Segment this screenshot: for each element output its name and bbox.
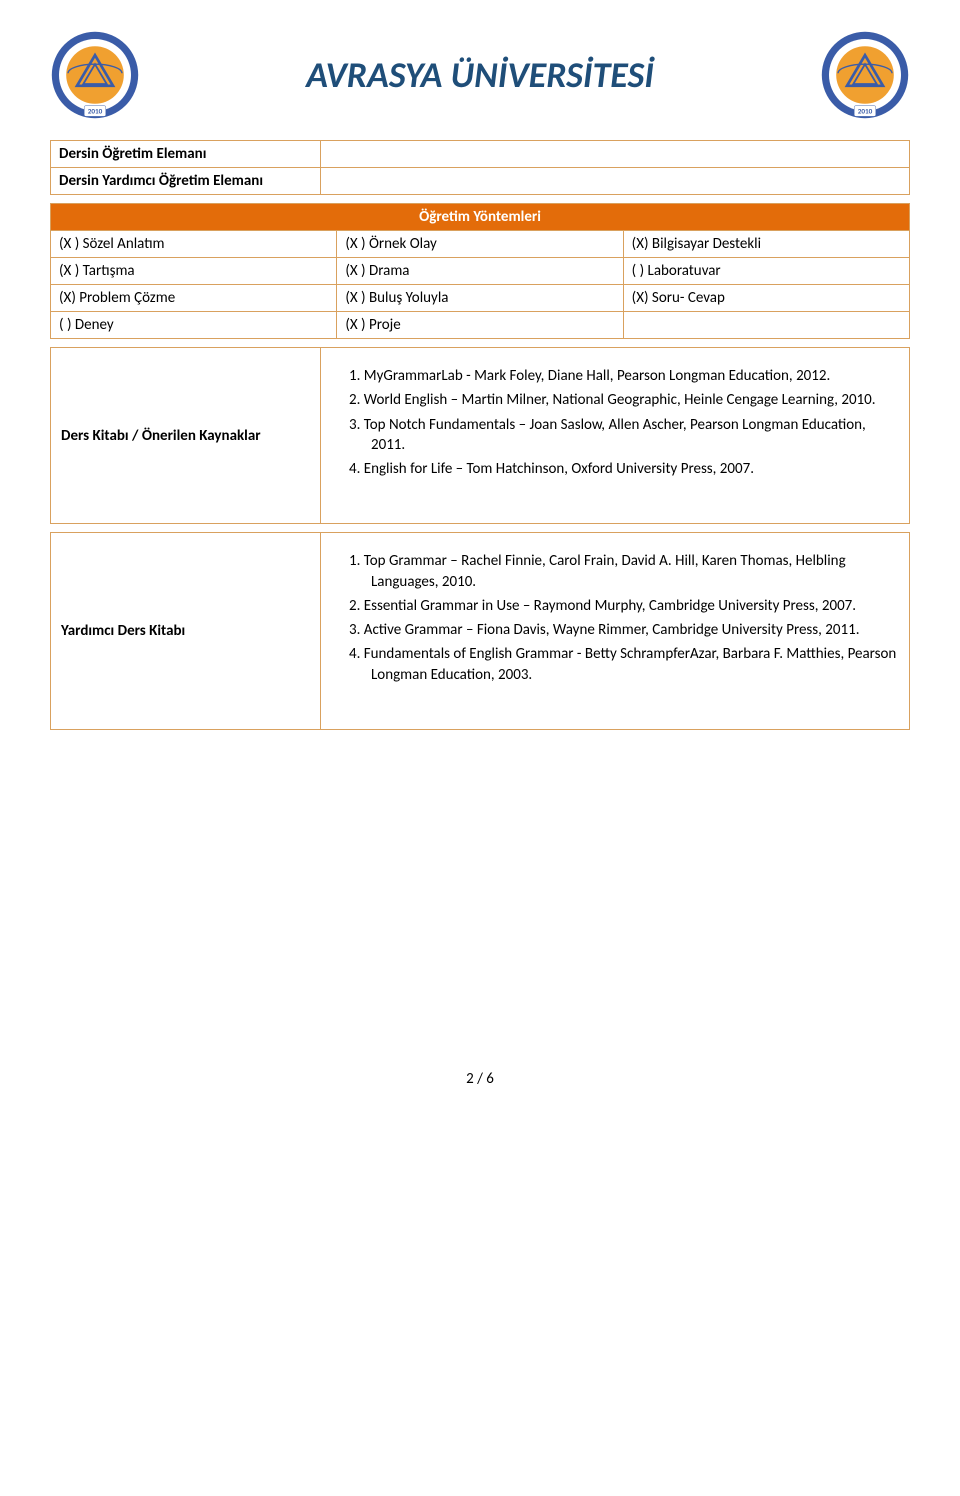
instructor-value bbox=[321, 141, 910, 168]
aux-books-list: 1. Top Grammar – Rachel Finnie, Carol Fr… bbox=[331, 551, 899, 685]
list-item: 1. MyGrammarLab - Mark Foley, Diane Hall… bbox=[331, 366, 899, 386]
list-item: 2. Essential Grammar in Use – Raymond Mu… bbox=[331, 596, 899, 616]
method-cell: (X) Bilgisayar Destekli bbox=[623, 231, 909, 258]
assistant-instructor-label: Dersin Yardımcı Öğretim Elemanı bbox=[51, 168, 321, 195]
list-item: 4. English for Life – Tom Hatchinson, Ox… bbox=[331, 459, 899, 479]
course-books-list-cell: 1. MyGrammarLab - Mark Foley, Diane Hall… bbox=[321, 348, 910, 524]
method-cell: (X ) Proje bbox=[337, 312, 623, 339]
page-header: A V R A S Y A 2010 AVRASYA ÜNİVERSİTESİ … bbox=[50, 30, 910, 120]
logo-left: A V R A S Y A 2010 bbox=[50, 30, 140, 120]
table-row: ( ) Deney (X ) Proje bbox=[51, 312, 910, 339]
assistant-instructor-value bbox=[321, 168, 910, 195]
aux-books-label: Yardımcı Ders Kitabı bbox=[51, 533, 321, 730]
svg-text:A V R A S Y A: A V R A S Y A bbox=[50, 30, 93, 33]
method-cell: (X) Soru- Cevap bbox=[623, 285, 909, 312]
instructor-label: Dersin Öğretim Elemanı bbox=[51, 141, 321, 168]
method-cell: (X ) Drama bbox=[337, 258, 623, 285]
method-cell: (X ) Örnek Olay bbox=[337, 231, 623, 258]
svg-text:2010: 2010 bbox=[88, 107, 103, 116]
method-cell: (X ) Sözel Anlatım bbox=[51, 231, 337, 258]
table-row: (X) Problem Çözme (X ) Buluş Yoluyla (X)… bbox=[51, 285, 910, 312]
page-number: 2 / 6 bbox=[50, 1070, 910, 1088]
course-books-table: Ders Kitabı / Önerilen Kaynaklar 1. MyGr… bbox=[50, 347, 910, 524]
svg-text:2010: 2010 bbox=[858, 107, 873, 116]
method-cell: (X ) Tartışma bbox=[51, 258, 337, 285]
aux-books-list-cell: 1. Top Grammar – Rachel Finnie, Carol Fr… bbox=[321, 533, 910, 730]
list-item: 1. Top Grammar – Rachel Finnie, Carol Fr… bbox=[331, 551, 899, 592]
table-row: Dersin Yardımcı Öğretim Elemanı bbox=[51, 168, 910, 195]
table-row: (X ) Tartışma (X ) Drama ( ) Laboratuvar bbox=[51, 258, 910, 285]
method-cell: ( ) Deney bbox=[51, 312, 337, 339]
instructor-table: Dersin Öğretim Elemanı Dersin Yardımcı Ö… bbox=[50, 140, 910, 195]
methods-table: Öğretim Yöntemleri (X ) Sözel Anlatım (X… bbox=[50, 203, 910, 339]
table-row: Öğretim Yöntemleri bbox=[51, 204, 910, 231]
course-books-list: 1. MyGrammarLab - Mark Foley, Diane Hall… bbox=[331, 366, 899, 479]
table-row: Dersin Öğretim Elemanı bbox=[51, 141, 910, 168]
method-cell: (X) Problem Çözme bbox=[51, 285, 337, 312]
method-cell: ( ) Laboratuvar bbox=[623, 258, 909, 285]
page-title: AVRASYA ÜNİVERSİTESİ bbox=[140, 53, 820, 97]
course-books-label: Ders Kitabı / Önerilen Kaynaklar bbox=[51, 348, 321, 524]
list-item: 4. Fundamentals of English Grammar - Bet… bbox=[331, 644, 899, 685]
list-item: 3. Active Grammar – Fiona Davis, Wayne R… bbox=[331, 620, 899, 640]
list-item: 3. Top Notch Fundamentals – Joan Saslow,… bbox=[331, 415, 899, 456]
logo-right: 2010 bbox=[820, 30, 910, 120]
table-row: Yardımcı Ders Kitabı 1. Top Grammar – Ra… bbox=[51, 533, 910, 730]
list-item: 2. World English – Martin Milner, Nation… bbox=[331, 390, 899, 410]
aux-books-table: Yardımcı Ders Kitabı 1. Top Grammar – Ra… bbox=[50, 532, 910, 730]
table-row: Ders Kitabı / Önerilen Kaynaklar 1. MyGr… bbox=[51, 348, 910, 524]
method-cell bbox=[623, 312, 909, 339]
method-cell: (X ) Buluş Yoluyla bbox=[337, 285, 623, 312]
table-row: (X ) Sözel Anlatım (X ) Örnek Olay (X) B… bbox=[51, 231, 910, 258]
methods-header: Öğretim Yöntemleri bbox=[51, 204, 910, 231]
